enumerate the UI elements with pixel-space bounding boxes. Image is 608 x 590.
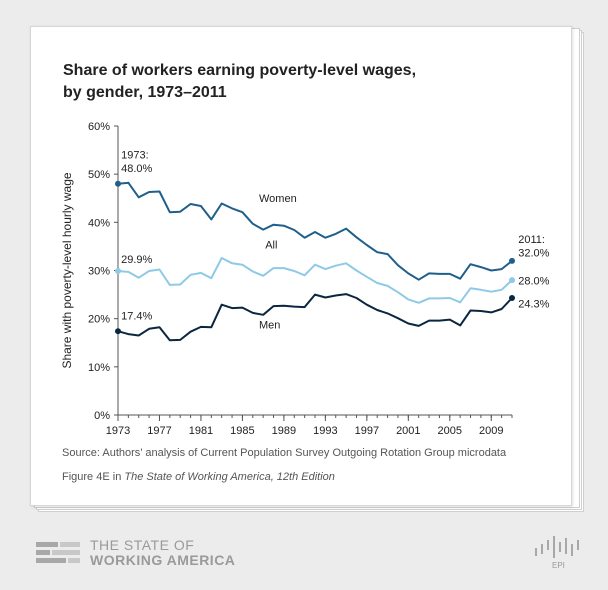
end-point-men bbox=[509, 294, 515, 301]
y-tick-label: 30% bbox=[88, 266, 110, 278]
figure-prefix: Figure 4E in bbox=[62, 471, 125, 483]
x-tick-label: 1997 bbox=[355, 425, 379, 437]
epi-logo-icon bbox=[535, 536, 579, 558]
y-tick-label: 40% bbox=[88, 217, 110, 229]
x-tick-label: 1993 bbox=[313, 425, 337, 437]
publication-title: The State of Working America, 12th Editi… bbox=[124, 471, 335, 483]
start-point-all bbox=[115, 267, 121, 274]
brand-line-1: THE STATE OF bbox=[90, 537, 195, 553]
brand-line-2: WORKING AMERICA bbox=[90, 552, 236, 568]
y-tick-label: 50% bbox=[88, 169, 110, 181]
x-tick-label: 2001 bbox=[396, 425, 420, 437]
y-tick-label: 10% bbox=[88, 362, 110, 374]
series-label-all: All bbox=[265, 239, 277, 251]
x-tick-label: 2005 bbox=[438, 425, 462, 437]
annotation-end-all-value: 28.0% bbox=[518, 275, 549, 287]
annotation-start-men-value: 17.4% bbox=[121, 311, 152, 323]
series-line-women bbox=[117, 181, 513, 281]
source-note: Source: Authors’ analysis of Current Pop… bbox=[62, 447, 507, 459]
state-of-working-america-logo: THE STATE OF WORKING AMERICA bbox=[36, 538, 235, 568]
x-tick-label: 1989 bbox=[272, 425, 296, 437]
start-point-women bbox=[115, 180, 121, 187]
y-tick-label: 60% bbox=[88, 121, 110, 133]
series-line-men bbox=[117, 293, 513, 342]
annotation-end-women-value: 32.0% bbox=[518, 248, 549, 260]
x-tick-label: 1985 bbox=[230, 425, 254, 437]
y-tick-label: 20% bbox=[88, 314, 110, 326]
figure-caption: Figure 4E in The State of Working Americ… bbox=[62, 471, 335, 483]
series-label-women: Women bbox=[259, 193, 297, 205]
swa-bars-icon bbox=[36, 542, 80, 563]
annotation-end-year: 2011: bbox=[518, 234, 545, 246]
end-point-women bbox=[509, 257, 515, 264]
x-tick-label: 1977 bbox=[147, 425, 171, 437]
annotation-end-men-value: 24.3% bbox=[518, 299, 549, 311]
annotation-start-women-year: 1973: bbox=[121, 149, 149, 161]
y-axis-title: Share with poverty-level hourly wage bbox=[60, 172, 74, 368]
annotation-start-women-value: 48.0% bbox=[121, 163, 152, 175]
chart-card bbox=[30, 26, 572, 506]
epi-label: EPI bbox=[552, 561, 565, 570]
x-tick-label: 1973 bbox=[106, 425, 130, 437]
series-line-all bbox=[117, 257, 513, 304]
series-label-men: Men bbox=[259, 319, 280, 331]
x-tick-label: 1981 bbox=[189, 425, 213, 437]
y-tick-label: 0% bbox=[94, 410, 110, 422]
end-point-all bbox=[509, 277, 515, 284]
start-point-men bbox=[115, 328, 121, 335]
chart-title: Share of workers earning poverty-level w… bbox=[63, 62, 417, 101]
annotation-start-all-value: 29.9% bbox=[121, 254, 152, 266]
x-tick-label: 2009 bbox=[479, 425, 503, 437]
